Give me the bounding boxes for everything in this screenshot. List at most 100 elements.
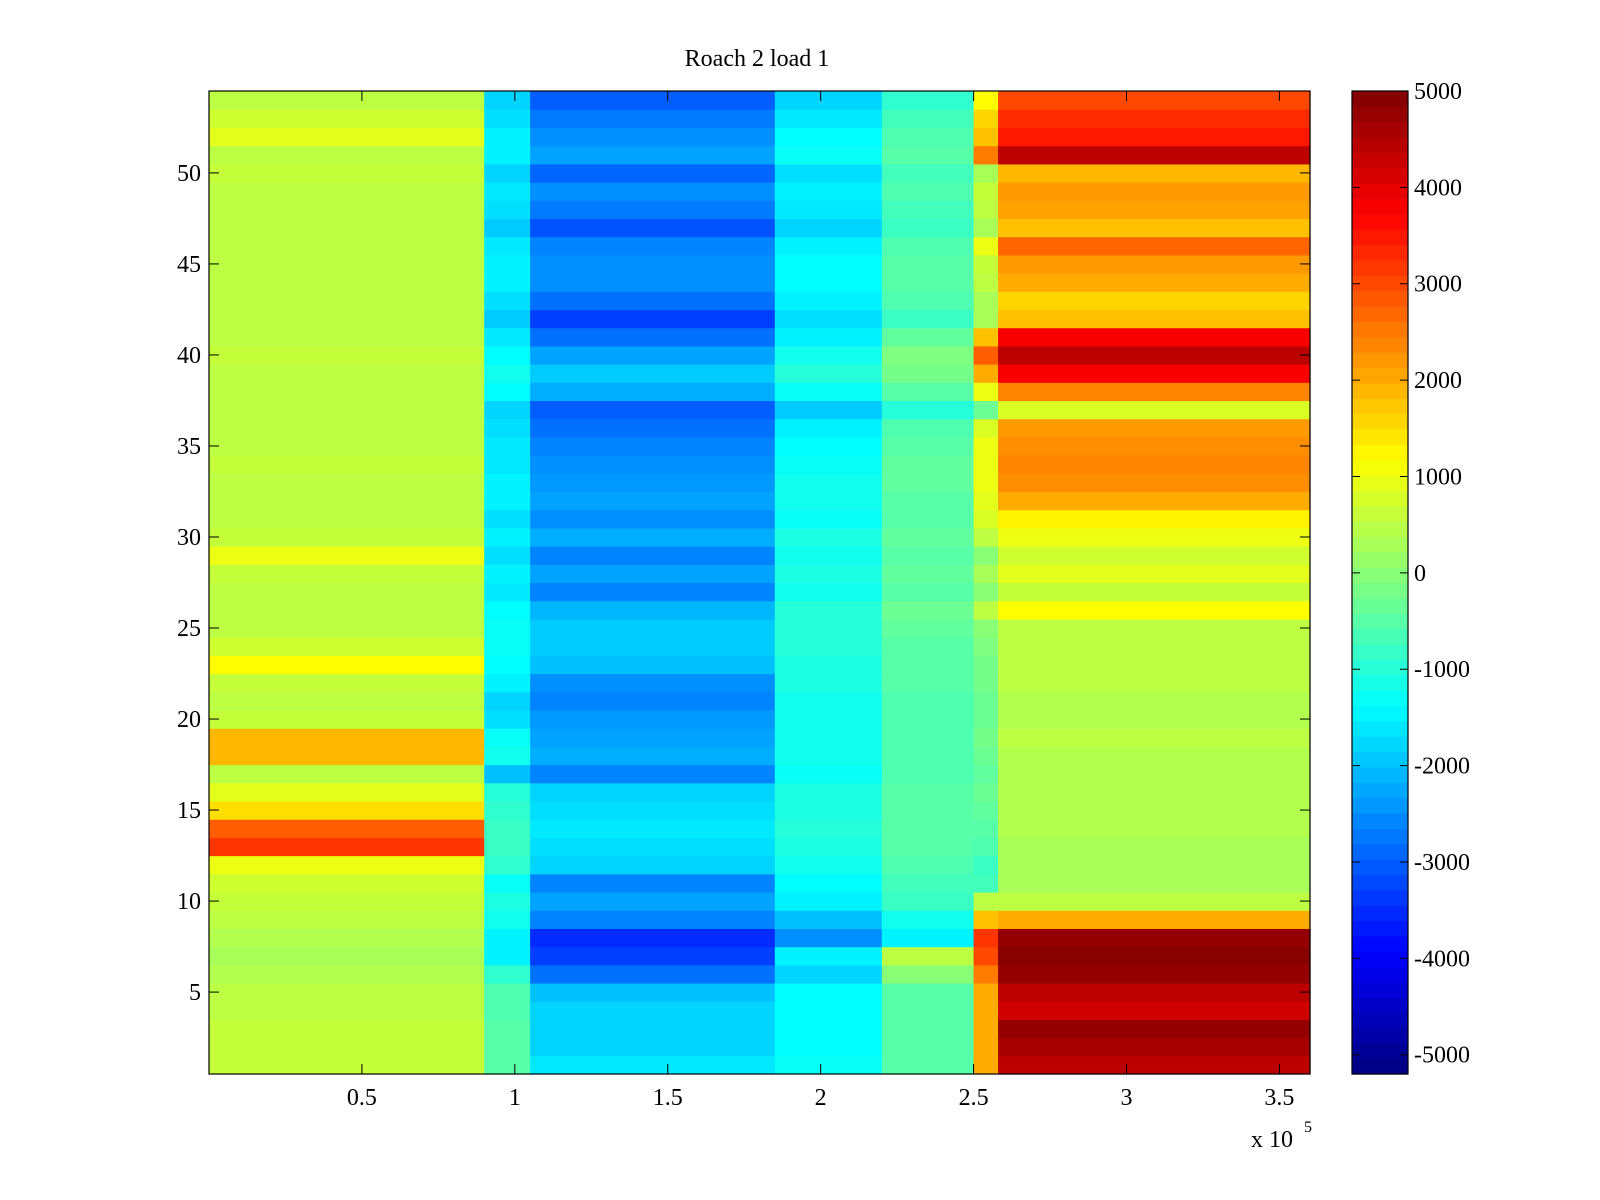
x-tick-label: 1.5: [653, 1085, 683, 1111]
heatmap-cell: [881, 145, 975, 165]
heatmap-cell: [484, 691, 531, 711]
colorbar-step: [1352, 167, 1408, 184]
x-multiplier-exponent: 5: [1304, 1119, 1312, 1136]
heatmap-cell: [998, 455, 1311, 474]
heatmap-cell: [209, 618, 485, 638]
heatmap-cell: [973, 709, 999, 729]
colorbar-tick-label: 5000: [1414, 79, 1462, 105]
heatmap-cell: [998, 182, 1311, 201]
heatmap-cell: [484, 436, 531, 456]
heatmap-cell: [998, 582, 1311, 602]
colorbar-step: [1352, 858, 1408, 875]
heatmap-cell: [881, 400, 975, 420]
heatmap-cell: [209, 946, 485, 966]
heatmap-cell: [209, 964, 485, 984]
heatmap-cell: [530, 309, 776, 329]
x-tick-label: 3: [1121, 1085, 1133, 1111]
heatmap-cell: [973, 1055, 999, 1075]
x-axis-multiplier: x 10 5: [1251, 1119, 1312, 1153]
colorbar-step: [1352, 613, 1408, 630]
colorbar-step: [1352, 705, 1408, 722]
y-axis: 5 10 15 20 25 30 35 40 45 50: [177, 161, 1310, 1006]
heatmap-cell: [530, 400, 776, 420]
heatmap-cell: [209, 418, 485, 438]
colorbar-step: [1352, 398, 1408, 415]
heatmap-cell: [881, 473, 975, 493]
colorbar-step: [1352, 137, 1408, 154]
heatmap-cell: [209, 218, 485, 238]
heatmap-cell: [484, 564, 531, 584]
heatmap-cell: [881, 309, 975, 329]
heatmap-cell: [484, 127, 531, 147]
colorbar-step: [1352, 290, 1408, 307]
heatmap-cell: [998, 910, 1311, 929]
heatmap-cell: [973, 800, 999, 820]
heatmap-cell: [998, 1037, 1311, 1057]
x-tick-label: 2: [815, 1085, 827, 1111]
heatmap-cell: [209, 709, 485, 729]
heatmap-cell: [209, 527, 485, 547]
heatmap-cell: [881, 655, 975, 675]
colorbar-step: [1352, 690, 1408, 706]
y-tick-label: 35: [177, 434, 201, 460]
heatmap-cell: [484, 182, 531, 201]
heatmap-cell: [484, 782, 531, 802]
heatmap-cell: [774, 873, 883, 893]
heatmap-cell: [998, 400, 1311, 420]
heatmap-cell: [881, 327, 975, 347]
heatmap-cell: [530, 637, 776, 656]
heatmap-cell: [774, 564, 883, 584]
heatmap-cell: [998, 746, 1311, 766]
heatmap-cell: [973, 527, 999, 547]
heatmap-cell: [530, 891, 776, 911]
heatmap-cell: [209, 873, 485, 893]
colorbar-step: [1352, 91, 1408, 107]
heatmap-cell: [881, 637, 975, 656]
colorbar-step: [1352, 275, 1408, 292]
heatmap-cell: [530, 491, 776, 511]
heatmap-cell: [998, 873, 1311, 893]
colorbar-step: [1352, 244, 1408, 261]
heatmap-cell: [209, 800, 485, 820]
heatmap-cell: [530, 582, 776, 602]
heatmap-cell: [530, 455, 776, 474]
heatmap-cell: [973, 273, 999, 292]
heatmap-cell: [484, 254, 531, 274]
colorbar-tick-label: -3000: [1414, 850, 1470, 876]
colorbar-step: [1352, 674, 1408, 691]
heatmap-cell: [998, 891, 1311, 911]
heatmap-cell: [998, 928, 1311, 948]
heatmap-cell: [209, 1019, 485, 1039]
heatmap-cell: [973, 964, 999, 984]
heatmap-cell: [774, 673, 883, 693]
heatmap-cell: [881, 291, 975, 311]
y-tick-label: 5: [189, 980, 201, 1006]
heatmap-cell: [998, 819, 1311, 838]
heatmap-cell: [209, 491, 485, 511]
heatmap-cell: [973, 127, 999, 147]
heatmap-cell: [484, 382, 531, 402]
heatmap-cell: [484, 618, 531, 638]
colorbar-step: [1352, 935, 1408, 952]
heatmap-cell: [774, 928, 883, 948]
x-tick-label: 1: [509, 1085, 521, 1111]
heatmap-cell: [209, 436, 485, 456]
heatmap-cell: [530, 1001, 776, 1020]
heatmap-cell: [973, 764, 999, 784]
heatmap-cell: [973, 855, 999, 875]
heatmap-cell: [209, 728, 485, 747]
colorbar-step: [1352, 259, 1408, 276]
heatmap-cell: [530, 928, 776, 948]
heatmap-cell: [774, 364, 883, 383]
colorbar-step: [1352, 213, 1408, 230]
heatmap-cell: [973, 564, 999, 584]
heatmap-cell: [774, 728, 883, 747]
heatmap-cell: [530, 473, 776, 493]
heatmap-cell: [998, 673, 1311, 693]
heatmap-cell: [881, 1055, 975, 1075]
heatmap-cell: [998, 709, 1311, 729]
heatmap-cell: [530, 964, 776, 984]
colorbar-step: [1352, 828, 1408, 845]
heatmap-cell: [998, 109, 1311, 128]
colorbar-step: [1352, 643, 1408, 660]
